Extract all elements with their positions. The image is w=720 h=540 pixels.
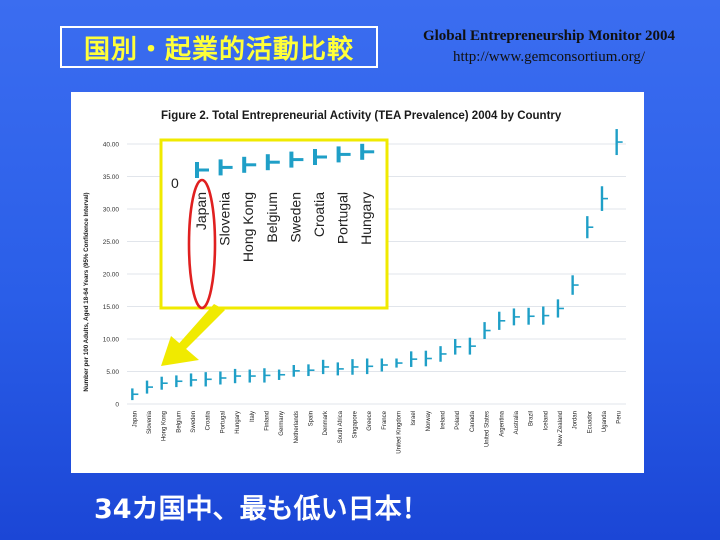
y-axis-label: Number per 100 Adults, Aged 18-64 Years … [83,192,90,391]
x-tick-label: Sweden [191,411,197,433]
x-tick-label: Germany [279,411,285,436]
x-tick-label: Singapore [352,410,358,438]
zoom-inset: 0 Japan Slovenia Hong Kong Belgium Sweden Croa… [159,138,389,366]
x-tick-label: Norway [426,411,432,431]
x-tick-label: Australia [514,410,520,434]
x-tick-labels: Japan Slovenia Hong Kong Belgium Sweden Croat… [132,410,622,454]
slide-title: 国別・起業的活動比較 [60,26,378,68]
x-tick-label: Uganda [602,410,608,432]
x-tick-label: Iceland [543,411,549,430]
x-tick-label: Japan [132,411,138,427]
y-tick-label: 30.00 [103,207,120,214]
source-title: Global Entrepreneurship Monitor 2004 [422,28,676,44]
tea-chart: Figure 2. Total Entrepreneurial Activity… [83,110,626,454]
y-tick-label: 0 [115,402,119,409]
x-tick-label: Greece [367,410,373,430]
zoom-country-label: Portugal [335,192,351,244]
x-tick-label: Portugal [220,411,226,433]
x-tick-label: Israel [411,411,417,426]
tea-chart-figure: Figure 2. Total Entrepreneurial Activity… [71,92,644,473]
data-marks [131,129,623,401]
chart-title: Figure 2. Total Entrepreneurial Activity… [161,110,562,122]
x-tick-label: Belgium [176,411,182,433]
x-tick-label: United States [485,411,491,447]
x-tick-label: Slovenia [147,410,153,434]
y-tick-label: 10.00 [103,337,120,344]
y-tick-label: 20.00 [103,272,120,279]
x-tick-label: Hungary [235,411,241,434]
zoom-country-label: Hungary [358,192,374,245]
zoom-arrow-head [161,336,199,366]
y-tick-labels: 0 5.00 10.00 15.00 20.00 25.00 30.00 35.00 40.00 [103,142,120,409]
source-url[interactable]: http://www.gemconsortium.org/ [452,49,646,65]
x-tick-label: Canada [470,410,476,432]
x-tick-label: Denmark [323,410,329,435]
y-tick-label: 5.00 [106,369,119,376]
x-tick-label: Brazil [529,411,535,426]
x-tick-label: Hong Kong [162,411,168,441]
zoom-country-label: Croatia [311,192,327,237]
slide-caption: 34カ国中、最も低い日本！ [94,494,429,525]
zoom-country-label: Sweden [287,192,303,243]
zoom-country-label: Japan [193,192,209,230]
x-tick-label: Peru [617,411,623,424]
x-tick-label: Netherlands [294,411,300,443]
x-tick-label: Ireland [441,411,447,429]
zoom-arrow-shaft [175,304,225,354]
x-tick-label: South Africa [338,410,344,443]
x-tick-label: Croatia [206,410,212,430]
x-tick-label: Italy [250,411,256,422]
japan-highlight-circle [187,178,217,310]
x-tick-label: Spain [308,411,314,426]
y-tick-label: 35.00 [103,174,120,181]
x-tick-label: New Zealand [558,411,564,446]
zoom-country-label: Hong Kong [240,192,256,262]
zoom-zero-label: 0 [171,175,179,191]
x-tick-label: United Kingdom [397,411,403,454]
zoom-country-label: Belgium [264,192,280,243]
source-info: Global Entrepreneurship Monitor 2004 htt… [394,26,704,68]
x-tick-label: France [382,410,388,429]
y-tick-label: 25.00 [103,239,120,246]
zoom-country-label: Slovenia [217,192,233,246]
x-tick-label: Poland [455,411,461,430]
y-tick-label: 15.00 [103,304,120,311]
x-tick-label: Jordan [573,411,579,429]
x-tick-label: Finland [264,411,270,431]
x-tick-label: Argentina [499,410,505,436]
x-tick-label: Ecuador [587,411,593,433]
y-tick-label: 40.00 [103,142,120,149]
